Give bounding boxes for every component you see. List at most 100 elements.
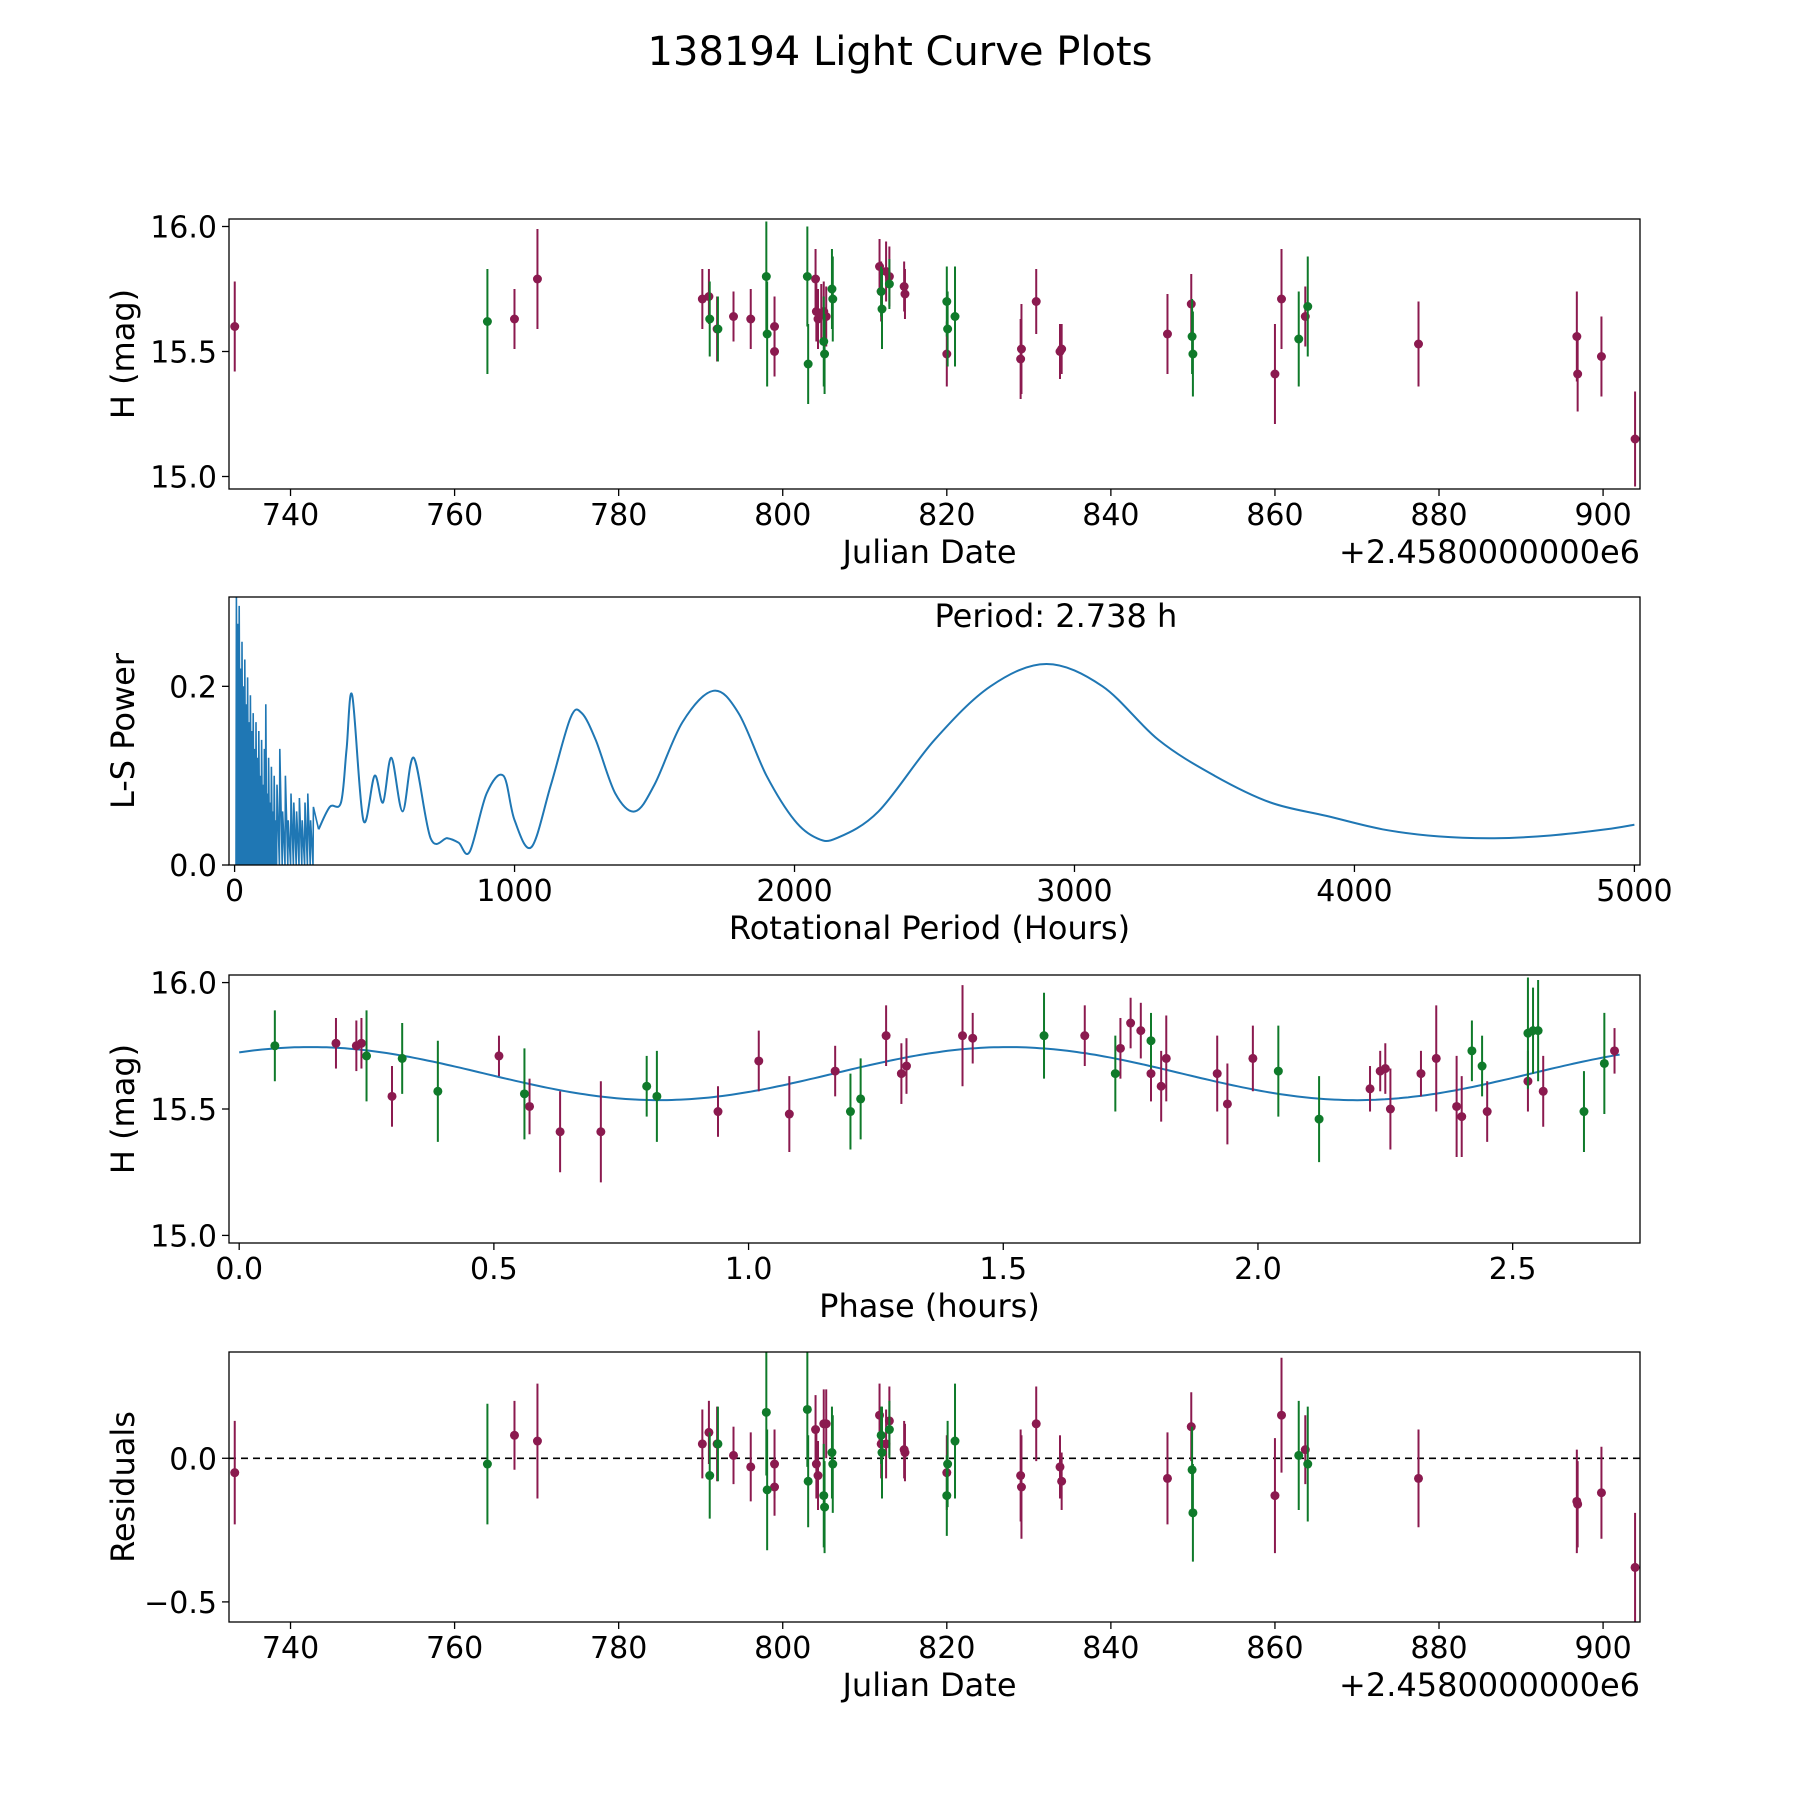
x-axis-label: Julian Date xyxy=(840,1666,1016,1704)
data-point xyxy=(1573,1499,1583,1509)
x-tick-label: 800 xyxy=(754,498,811,533)
data-point xyxy=(884,1425,894,1435)
y-tick-label: 0.0 xyxy=(169,849,217,884)
period-annotation: Period: 2.738 h xyxy=(935,597,1178,635)
data-point xyxy=(1031,297,1041,306)
lightcurve-plot-area xyxy=(230,221,1640,487)
residuals-axes-frame xyxy=(228,1351,1641,1623)
x-tick-label: 780 xyxy=(590,498,647,533)
residuals-plot-area xyxy=(229,1352,1640,1622)
data-point xyxy=(1188,1508,1198,1518)
data-point xyxy=(1416,1069,1426,1079)
periodogram-panel: 0 1000 2000 3000 4000 5000 0.0 0.2 Rotational Pe… xyxy=(104,596,1673,947)
y-tick-label: 15.5 xyxy=(150,336,217,371)
data-point xyxy=(1110,1069,1120,1079)
x-axis-label: Julian Date xyxy=(840,533,1016,571)
data-point xyxy=(1610,1046,1620,1056)
data-point xyxy=(230,1468,240,1478)
data-point xyxy=(762,329,772,339)
x-tick-label: 0 xyxy=(225,874,244,909)
data-point xyxy=(713,324,723,334)
data-point xyxy=(811,274,821,284)
data-point xyxy=(1115,1043,1125,1053)
x-tick-label: 900 xyxy=(1574,1631,1631,1666)
x-tick-label: 740 xyxy=(262,498,319,533)
data-point xyxy=(958,1031,968,1041)
y-tick-label: 15.5 xyxy=(150,1093,217,1128)
data-point xyxy=(968,1033,978,1043)
data-point xyxy=(1031,1419,1041,1429)
x-tick-label: 880 xyxy=(1410,498,1467,533)
data-point xyxy=(896,1069,906,1079)
data-point xyxy=(1146,1036,1156,1046)
data-point xyxy=(1599,1058,1609,1068)
data-point xyxy=(1303,302,1313,311)
data-point xyxy=(950,1436,960,1446)
data-point xyxy=(1057,344,1067,354)
data-point xyxy=(270,1041,280,1051)
y-tick-label: 0.2 xyxy=(169,670,217,705)
data-point xyxy=(1630,434,1640,444)
data-point xyxy=(1579,1107,1589,1117)
data-point xyxy=(821,1419,831,1429)
periodogram-axes-frame xyxy=(228,596,1641,866)
data-point xyxy=(713,1439,723,1449)
data-point xyxy=(532,1436,542,1446)
y-tick-label: 16.0 xyxy=(150,211,217,246)
x-tick-label: 760 xyxy=(426,498,483,533)
data-point xyxy=(881,1031,891,1041)
data-point xyxy=(1162,1473,1172,1483)
periodogram-plot-area xyxy=(235,597,1635,865)
y-axis-label: Residuals xyxy=(104,1411,142,1563)
data-point xyxy=(1270,369,1280,379)
data-point xyxy=(494,1051,504,1061)
data-point xyxy=(1414,1473,1424,1483)
x-tick-label: 0.5 xyxy=(470,1252,518,1287)
data-point xyxy=(1248,1053,1258,1063)
data-point xyxy=(1277,294,1287,304)
data-point xyxy=(362,1051,372,1061)
x-offset-label: +2.4580000000e6 xyxy=(1339,533,1640,571)
data-point xyxy=(482,1459,492,1469)
data-point xyxy=(1273,1066,1283,1076)
data-point xyxy=(331,1038,341,1048)
data-point xyxy=(1146,1069,1156,1079)
data-point xyxy=(1477,1061,1487,1071)
data-point xyxy=(828,1459,838,1469)
data-point xyxy=(1380,1064,1390,1074)
data-point xyxy=(532,274,542,284)
data-point xyxy=(881,1439,891,1449)
data-point xyxy=(1452,1101,1462,1111)
data-point xyxy=(900,1448,910,1458)
data-point xyxy=(900,289,910,299)
data-point xyxy=(802,272,812,281)
data-point xyxy=(950,312,960,321)
data-point xyxy=(555,1127,565,1137)
data-point xyxy=(761,272,771,281)
x-tick-label: 4000 xyxy=(1316,874,1392,909)
data-point xyxy=(729,312,739,321)
data-point xyxy=(1314,1114,1324,1124)
data-point xyxy=(652,1091,662,1101)
data-point xyxy=(1365,1084,1375,1094)
data-point xyxy=(803,359,813,369)
y-axis-label: H (mag) xyxy=(104,1044,142,1174)
data-point xyxy=(884,279,894,289)
data-point xyxy=(845,1107,855,1117)
data-point xyxy=(813,1471,823,1481)
x-tick-label: 1.5 xyxy=(979,1252,1027,1287)
data-point xyxy=(754,1056,764,1066)
data-point xyxy=(1055,1462,1065,1472)
data-point xyxy=(784,1109,794,1119)
data-point xyxy=(509,1430,519,1440)
data-point xyxy=(803,1476,813,1486)
x-tick-label: 860 xyxy=(1246,1631,1303,1666)
data-point xyxy=(482,317,492,326)
data-point xyxy=(705,314,715,324)
data-point xyxy=(1270,1491,1280,1501)
x-tick-label: 0.0 xyxy=(215,1252,263,1287)
data-point xyxy=(705,1471,715,1481)
data-point xyxy=(1573,369,1583,379)
data-point xyxy=(1294,334,1304,344)
